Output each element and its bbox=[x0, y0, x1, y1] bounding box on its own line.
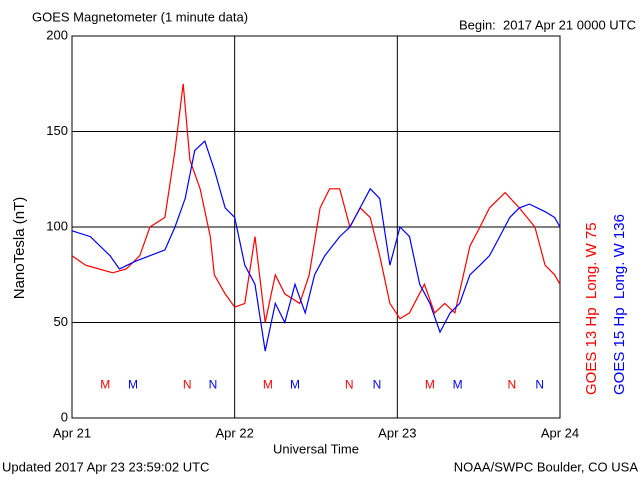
legend-entry: GOES 15 Hp Long. W 136 bbox=[611, 214, 628, 395]
x-tick-label: Apr 23 bbox=[378, 425, 416, 440]
subtitle: Begin: 2017 Apr 21 0000 UTC bbox=[459, 17, 636, 32]
y-tick-label: 50 bbox=[54, 314, 68, 329]
y-tick-label: 0 bbox=[61, 409, 68, 424]
annotation: M bbox=[453, 378, 463, 392]
series-line bbox=[71, 140, 561, 352]
footer-right: NOAA/SWPC Boulder, CO USA bbox=[454, 459, 639, 474]
series-line bbox=[71, 83, 561, 323]
annotation: M bbox=[290, 378, 300, 392]
legend-entry: GOES 13 Hp Long. W 75 bbox=[583, 222, 600, 395]
y-tick-label: 150 bbox=[46, 123, 68, 138]
annotation: M bbox=[263, 378, 273, 392]
annotation: N bbox=[183, 378, 192, 392]
y-axis-label: NanoTesla (nT) bbox=[11, 197, 28, 300]
x-axis-label: Universal Time bbox=[273, 441, 359, 456]
annotation: N bbox=[345, 378, 354, 392]
annotation: N bbox=[508, 378, 517, 392]
y-tick-label: 100 bbox=[46, 218, 68, 233]
annotation: M bbox=[425, 378, 435, 392]
annotation: N bbox=[373, 378, 382, 392]
annotation: N bbox=[209, 378, 218, 392]
annotation: N bbox=[535, 378, 544, 392]
annotation: M bbox=[100, 378, 110, 392]
y-tick-label: 200 bbox=[46, 27, 68, 42]
chart-title: GOES Magnetometer (1 minute data) bbox=[32, 9, 248, 24]
annotation: M bbox=[128, 378, 138, 392]
x-tick-label: Apr 24 bbox=[541, 425, 579, 440]
footer-left: Updated 2017 Apr 23 23:59:02 UTC bbox=[2, 459, 209, 474]
x-tick-label: Apr 22 bbox=[216, 425, 254, 440]
x-tick-label: Apr 21 bbox=[53, 425, 91, 440]
